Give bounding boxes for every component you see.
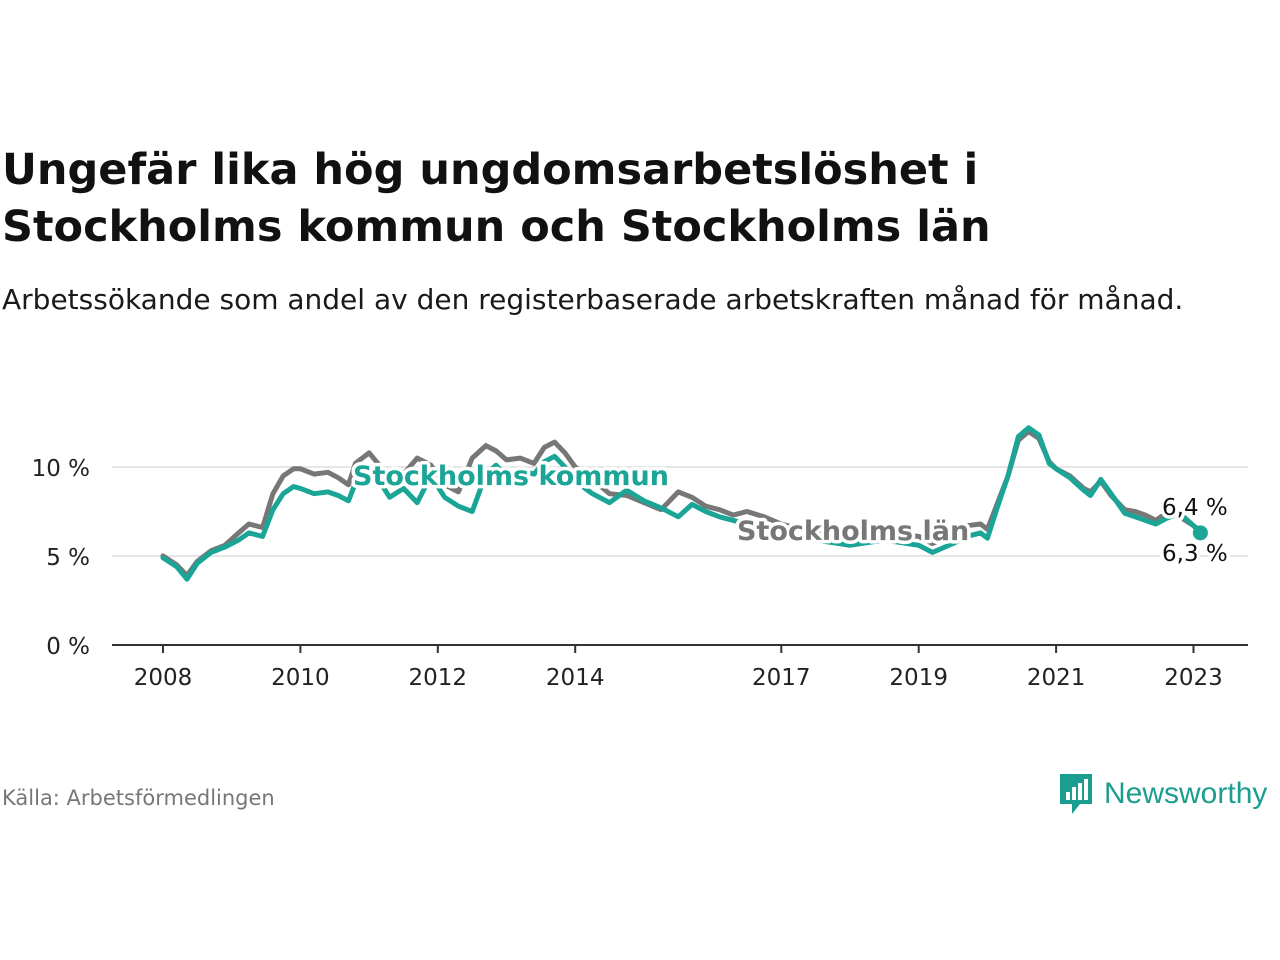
y-tick-label: 10 % — [32, 456, 90, 482]
x-tick-label: 2017 — [752, 665, 811, 691]
series-label-lan: Stockholms län — [737, 516, 969, 547]
end-value-kommun: 6,3 % — [1162, 541, 1228, 567]
newsworthy-logo: Newsworthy — [1058, 772, 1267, 816]
end-value-lan-halo: 6,4 % — [1162, 495, 1228, 521]
grid-layer: 0 % 5 % 10 % — [32, 456, 1248, 660]
line-chart: 0 %5 %10 % 2008 2010 2012 2014 2017 2019 2021 2… — [32, 425, 1248, 691]
chart-title: Ungefär lika hög ungdomsarbetslöshet i S… — [2, 145, 991, 252]
series-line-kommun — [160, 425, 1203, 582]
chart-subtitle: Arbetssökande som andel av den registerb… — [2, 283, 1184, 316]
y-tick-label: 0 % — [46, 634, 90, 660]
source-note: Källa: Arbetsförmedlingen — [2, 786, 275, 810]
x-tick-label: 2014 — [546, 665, 605, 691]
series-label-kommun: Stockholms kommun — [353, 461, 669, 492]
end-value-lan: 6,4 % — [1162, 495, 1228, 521]
series-label-kommun-halo: Stockholms kommun — [353, 461, 669, 492]
series-layer — [160, 425, 1208, 582]
x-tick-label: 2012 — [409, 665, 468, 691]
x-tick-label: 2010 — [271, 665, 330, 691]
newsworthy-logo-text: Newsworthy — [1104, 777, 1268, 810]
x-tick-label: 2008 — [134, 665, 193, 691]
y-tick-label: 5 % — [46, 545, 90, 571]
end-value-kommun-halo: 6,3 % — [1162, 541, 1228, 567]
x-axis: 2008 2010 2012 2014 2017 2019 2021 2023 — [112, 644, 1248, 691]
x-tick-label: 2021 — [1027, 665, 1086, 691]
end-point-marker — [1192, 525, 1208, 541]
x-tick-label: 2019 — [889, 665, 948, 691]
newsworthy-logo-icon — [1060, 774, 1092, 814]
series-label-lan-halo: Stockholms län — [737, 516, 969, 547]
x-tick-label: 2023 — [1164, 665, 1223, 691]
